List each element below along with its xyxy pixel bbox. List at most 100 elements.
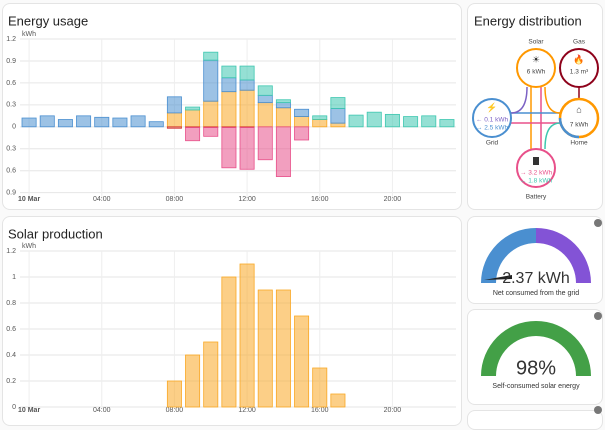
home-icon: ⌂ xyxy=(576,104,581,114)
node-value: 7 kWh xyxy=(570,122,589,129)
bar xyxy=(330,122,346,128)
info-icon[interactable] xyxy=(594,312,602,320)
node-label: Solar xyxy=(528,39,544,46)
bar xyxy=(94,116,110,128)
bar xyxy=(330,108,346,124)
gauge-caption: Self-consumed solar energy xyxy=(492,383,580,390)
gauge-arc xyxy=(481,321,591,376)
y-tick-label: 0 xyxy=(12,124,16,131)
x-tick-label: 10 Mar xyxy=(18,196,40,203)
x-tick-label: 20:00 xyxy=(384,407,402,414)
card-title: Energy usage xyxy=(8,13,88,28)
gauge-value: 2.37 kWh xyxy=(502,270,570,287)
bar xyxy=(275,99,291,104)
bar xyxy=(330,97,346,109)
bar xyxy=(130,115,146,128)
bar xyxy=(239,263,255,408)
node-label: Grid xyxy=(486,140,499,147)
bar xyxy=(166,126,182,129)
y-axis-label: kWh xyxy=(22,243,36,250)
node-value: ← 0.1 kWh xyxy=(476,117,509,124)
y-tick-label: 0.3 xyxy=(6,146,16,153)
x-tick-label: 16:00 xyxy=(311,196,329,203)
y-tick-label: 0.6 xyxy=(6,168,16,175)
bar xyxy=(239,127,255,170)
node-label: Gas xyxy=(573,39,586,46)
bar xyxy=(203,341,219,408)
bar xyxy=(257,85,273,96)
y-tick-label: 0.9 xyxy=(6,58,16,65)
y-tick-label: 1 xyxy=(12,274,16,281)
bar xyxy=(275,126,291,177)
node-value: ← 1.8 kWh xyxy=(520,178,553,185)
gauge-arc xyxy=(536,228,591,283)
bar xyxy=(185,127,201,142)
y-tick-label: 0.9 xyxy=(6,190,16,197)
card-title: Energy distribution xyxy=(474,13,582,28)
bar xyxy=(239,89,255,128)
bar xyxy=(257,126,273,161)
gauge-value: 98% xyxy=(516,357,556,379)
bar xyxy=(312,115,328,120)
bar xyxy=(366,111,382,128)
bar xyxy=(257,94,273,104)
bar xyxy=(257,289,273,408)
bar xyxy=(166,380,182,408)
node-label: Battery xyxy=(526,194,547,201)
bar xyxy=(330,393,346,408)
bar xyxy=(275,102,291,109)
x-tick-label: 04:00 xyxy=(93,407,111,414)
gas-icon: 🔥 xyxy=(573,53,584,64)
bar xyxy=(185,109,201,128)
y-tick-label: 0.2 xyxy=(6,378,16,385)
battery-icon xyxy=(533,157,539,165)
solar-node xyxy=(516,48,556,88)
bar xyxy=(221,91,237,128)
bar xyxy=(221,276,237,408)
dashboard: ☀ 🔥 ⚡ ⌂ Energy distribution Solar 6 kWh … xyxy=(6,13,602,414)
bar xyxy=(384,113,400,128)
bar xyxy=(203,100,219,128)
bar xyxy=(312,119,328,128)
gauge-arc xyxy=(481,228,536,283)
gas-node xyxy=(559,48,599,88)
x-tick-label: 12:00 xyxy=(238,407,256,414)
y-tick-label: 1.2 xyxy=(6,248,16,255)
y-tick-label: 0.6 xyxy=(6,326,16,333)
node-label: Home xyxy=(570,140,588,147)
y-tick-label: 0.3 xyxy=(6,102,16,109)
bar xyxy=(294,315,310,408)
bar xyxy=(239,65,255,81)
bar xyxy=(275,107,291,128)
info-icon[interactable] xyxy=(594,406,602,414)
bar xyxy=(185,106,201,111)
x-tick-label: 08:00 xyxy=(166,407,184,414)
bar xyxy=(57,119,73,128)
bar xyxy=(221,77,237,93)
grid-icon: ⚡ xyxy=(486,101,497,113)
bar xyxy=(294,116,310,128)
node-value: → 2.5 kWh xyxy=(476,125,509,132)
y-tick-label: 0 xyxy=(12,404,16,411)
y-tick-label: 0.4 xyxy=(6,352,16,359)
y-axis-label: kWh xyxy=(22,31,36,38)
bar xyxy=(21,117,37,128)
x-tick-label: 10 Mar xyxy=(18,407,40,414)
card-title: Solar production xyxy=(8,226,103,241)
y-tick-label: 0.6 xyxy=(6,80,16,87)
bar xyxy=(39,115,55,128)
bar xyxy=(403,116,419,128)
info-icon[interactable] xyxy=(594,219,602,227)
home-ring xyxy=(558,117,580,139)
solar-icon: ☀ xyxy=(532,54,540,64)
bar xyxy=(421,115,437,128)
flow-lines xyxy=(510,86,580,150)
bar xyxy=(312,367,328,408)
bar xyxy=(185,354,201,408)
bar xyxy=(275,289,291,408)
x-tick-label: 08:00 xyxy=(166,196,184,203)
bar xyxy=(348,114,364,128)
page: ☀ 🔥 ⚡ ⌂ Energy distribution Solar 6 kWh … xyxy=(2,3,603,430)
grid-node xyxy=(472,98,512,138)
bar xyxy=(203,59,219,102)
